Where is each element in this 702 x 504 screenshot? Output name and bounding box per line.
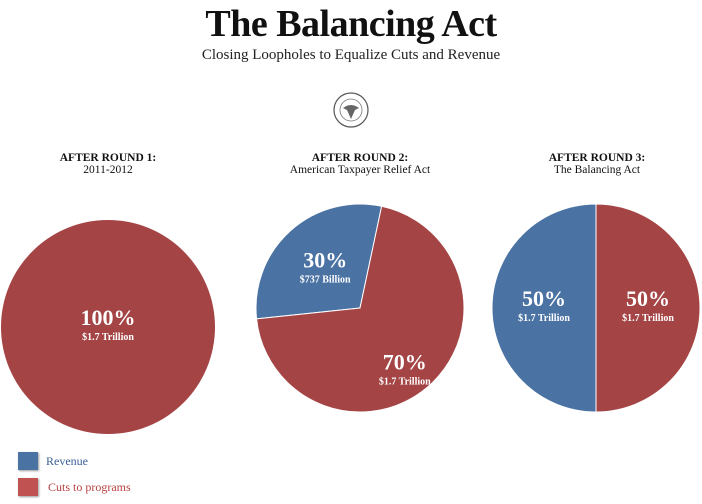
pie-1-subheading: 2011-2012 [83,164,133,176]
pie-3-slice-1-pct-label: 50% [522,286,566,311]
pie-2-slice-1 [255,203,383,320]
pie-1-slice-1 [1,220,215,434]
pie-3-slice-2-pct-label: 50% [626,286,670,311]
pie-2-heading: AFTER ROUND 2: [311,152,409,164]
pie-2-slice-2-pct-label: 70% [383,350,427,375]
pie-3-slice-2-amount-label: $1.7 Trillion [622,313,674,324]
pie-2-slice-2 [256,205,465,413]
pie-1-slice-1-amount-label: $1.7 Trillion [82,332,134,343]
pie-1-heading: AFTER ROUND 1: [59,152,157,164]
pie-2-slice-1-pct-label: 30% [303,247,347,272]
pie-1-slice-1-pct-label: 100% [81,305,136,330]
pie-3-heading: AFTER ROUND 3: [548,152,646,164]
legend-label-cuts: Cuts to programs [48,480,131,494]
house-seal-logo [333,92,369,128]
pie-2-slice-2-amount-label: $1.7 Trillion [379,377,431,388]
page-title: The Balancing Act [205,3,497,45]
pie-3-header: AFTER ROUND 3: The Balancing Act [497,152,697,176]
pie-3-slice-1-amount-label: $1.7 Trillion [518,313,570,324]
legend-swatch-cuts [18,478,38,496]
pie-3-slice-1 [491,203,597,413]
pie-3-slice-2 [595,203,701,413]
pie-2-subheading: American Taxpayer Relief Act [289,164,431,176]
pie-3-subheading: The Balancing Act [553,164,641,176]
legend-swatch-revenue [18,452,38,470]
pie-2-slice-1-amount-label: $737 Billion [300,274,351,285]
pie-1-header: AFTER ROUND 1: 2011-2012 [8,152,208,176]
pie-2-header: AFTER ROUND 2: American Taxpayer Relief A… [260,152,460,176]
page-subtitle: Closing Loopholes to Equalize Cuts and R… [201,47,501,63]
legend-label-revenue: Revenue [46,454,88,468]
